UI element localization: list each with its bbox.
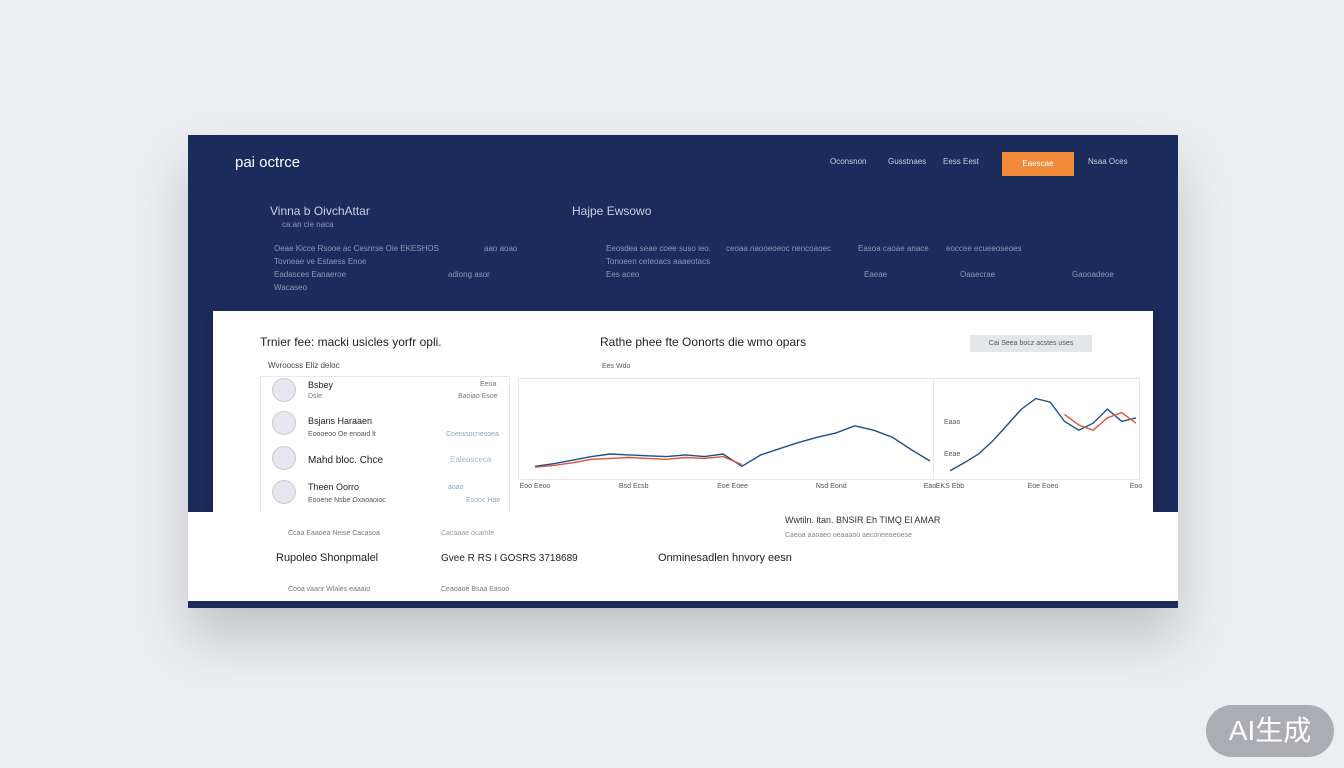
avatar — [272, 378, 296, 402]
chart-subtitle: Ees Wdo — [602, 363, 631, 370]
item-note: Esooc Hae — [466, 497, 501, 504]
row-text: Eadasces Eanaeroe — [274, 270, 347, 279]
item-value: Eeoa — [480, 381, 497, 388]
x-tick-label: Nsd Eond — [816, 483, 847, 490]
row-text: Gaooadeoe — [1072, 270, 1114, 279]
x-tick-label: Eao — [924, 483, 937, 490]
x-tick-label: Eoo Eeoo — [520, 483, 551, 490]
avatar — [272, 446, 296, 470]
footer-sub: Cooa vaanr Wlaies eaaaio — [288, 586, 371, 593]
section-title: Vinna b OivchAttar — [270, 204, 370, 218]
footer-item[interactable]: Onminesadlen hnvory eesn — [658, 552, 792, 564]
filter-dropdown[interactable]: Cai Seea bocz acstes uses — [970, 335, 1092, 352]
line-series — [949, 397, 1137, 472]
avatar — [272, 411, 296, 435]
x-tick-label: EKS Ebb — [936, 483, 965, 490]
nav-item[interactable]: Oconsnon — [830, 157, 867, 166]
y-tick-label: Eeae — [944, 451, 960, 458]
footer-band — [188, 512, 1178, 601]
item-note: Coerasocnesoea — [446, 431, 499, 438]
item-name[interactable]: Mahd bloc. Chce — [308, 455, 384, 466]
item-note: Baoiao Esoe — [458, 393, 498, 400]
row-text: Easoa caoae anace — [858, 244, 929, 253]
x-tick-label: Eoe Eoee — [717, 483, 748, 490]
card-title: Trnier fee: macki usicles yorfr opli. — [260, 335, 442, 349]
nav-item[interactable]: Nsaa Oces — [1088, 157, 1128, 166]
nav-item[interactable]: Gusstnaes — [888, 157, 927, 166]
item-name[interactable]: Bsbey — [308, 380, 334, 390]
footer-sub: Ceaoaoe Bsaa Easoo — [441, 586, 510, 593]
logo[interactable]: pai octrce — [235, 154, 301, 171]
row-text: Ees aceo — [606, 270, 640, 279]
row-text: Eeosdea seae coee suso ieo. — [606, 244, 711, 253]
y-tick-label: Eaao — [944, 419, 960, 426]
chart-title: Rathe phee fte Oonorts die wmo opars — [600, 335, 807, 349]
row-text: adiong asor — [448, 270, 490, 279]
nav-item[interactable]: Eess Eest — [943, 157, 980, 166]
item-name[interactable]: Theen Oorro — [308, 482, 360, 492]
x-tick-label: Bsd Ecsb — [619, 483, 649, 490]
footer-item[interactable]: Gvee R RS I GOSRS 3718689 — [441, 553, 578, 564]
row-text: eoccee ecueeoseoes — [946, 244, 1022, 253]
item-value: aoao — [448, 484, 464, 491]
x-tick-label: Eoe Eoeo — [1028, 483, 1059, 490]
avatar — [272, 480, 296, 504]
line-series — [534, 455, 743, 468]
cta-button[interactable]: Eaescae — [1002, 152, 1074, 176]
item-name[interactable]: Bsjans Haraaen — [308, 416, 373, 426]
chart-frame — [933, 378, 1140, 480]
footer-sub: Cacaaae ocarnte — [441, 530, 495, 537]
banner-sub: Caeoa aaoaeo oeaaaoo aeconeeaeoese — [785, 532, 912, 539]
row-text: Oaaecrae — [960, 270, 996, 279]
row-text: Eaeae — [864, 270, 888, 279]
item-sub: Eoooeoo Oe enoaid lt — [308, 431, 376, 438]
banner-text: Wwtiln. ltan. BNSIR Eh TIMQ El AMAR — [785, 515, 941, 525]
row-text: ceoaa naooeoeoc nencoaoec — [726, 244, 831, 253]
row-text: Tovneae ve Estaess Enoe — [274, 257, 367, 266]
footer-sub: Ccaa Eaaoea Neise Cacasoa — [288, 530, 380, 537]
line-series — [1064, 411, 1137, 431]
section-subtitle: ca.an cie naca — [282, 220, 334, 229]
item-sub: Dsle — [308, 393, 323, 400]
item-sub: Eooene Nsbe Oxaoaoioc — [308, 497, 386, 504]
row-text: Oeae Kicce Rsooe ac Cesnrse Oie EKESHOS — [274, 244, 439, 253]
x-tick-label: Eoo — [1130, 483, 1143, 490]
item-note: Ealeosceca — [450, 455, 492, 464]
row-text: aao aoao — [484, 244, 518, 253]
footer-item[interactable]: Rupoleo Shonpmalel — [276, 552, 379, 564]
row-text: Tonoeen ceteoacs aaaeotacs — [606, 257, 711, 266]
section-title: Hajpe Ewsowo — [572, 204, 652, 218]
watermark: AI生成 — [1206, 705, 1334, 757]
card-subtitle: Wvroocss Eliz deloc — [268, 361, 340, 370]
row-text: Wacaseo — [274, 283, 308, 292]
